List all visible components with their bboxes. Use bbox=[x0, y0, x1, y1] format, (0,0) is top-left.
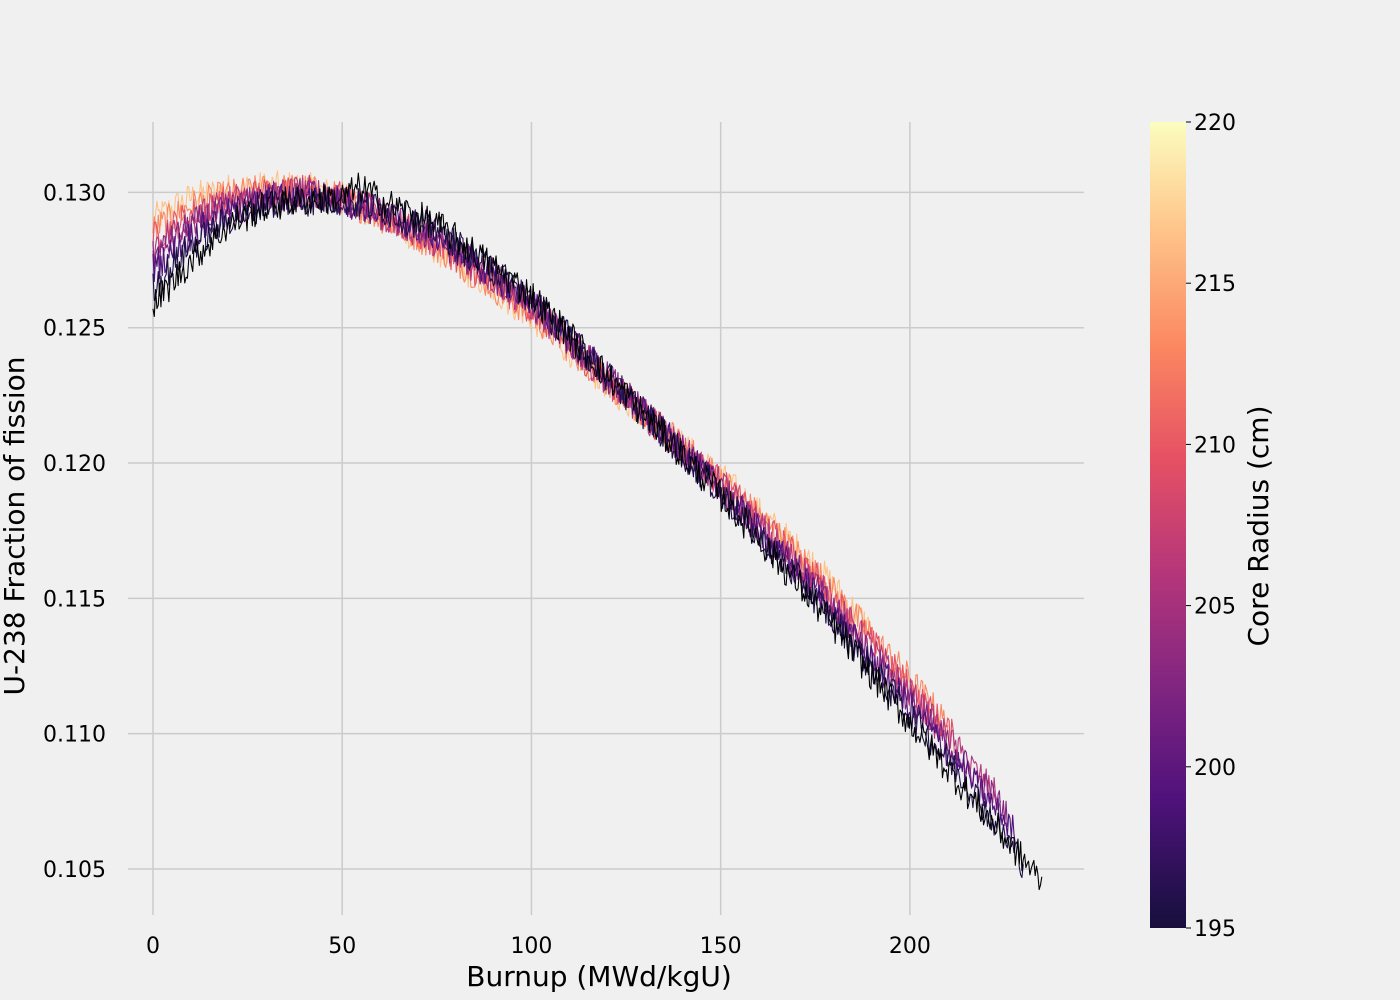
x-axis-label: Burnup (MWd/kgU) bbox=[466, 960, 732, 993]
colorbar-tick-label: 210 bbox=[1194, 433, 1236, 458]
series-line-r220 bbox=[152, 170, 872, 641]
y-tick-label: 0.125 bbox=[43, 317, 106, 342]
colorbar-tick-label: 195 bbox=[1194, 917, 1236, 942]
x-tick-label: 0 bbox=[146, 934, 160, 959]
grid bbox=[128, 122, 1084, 915]
colorbar-tick-label: 215 bbox=[1194, 272, 1236, 297]
colorbar-ticks: 195 200 205 210 215 220 bbox=[1186, 111, 1236, 942]
x-axis-ticks: 0 50 100 150 200 bbox=[146, 934, 931, 959]
colorbar-tick-label: 220 bbox=[1194, 111, 1236, 136]
series-line-r199 bbox=[152, 185, 1024, 879]
colorbar bbox=[1150, 122, 1186, 928]
y-axis-ticks: 0.105 0.110 0.115 0.120 0.125 0.130 bbox=[43, 181, 106, 883]
series-line-r195 bbox=[152, 172, 1043, 891]
series-line-r217 bbox=[152, 174, 949, 740]
series-line-r207 bbox=[152, 178, 1008, 828]
colorbar-tick-label: 200 bbox=[1194, 756, 1236, 781]
colorbar-label: Core Radius (cm) bbox=[1242, 405, 1275, 646]
series-line-r203 bbox=[152, 182, 1016, 845]
y-tick-label: 0.130 bbox=[43, 181, 106, 206]
x-tick-label: 100 bbox=[510, 934, 552, 959]
y-tick-label: 0.105 bbox=[43, 858, 106, 883]
series-line-r214 bbox=[152, 174, 955, 754]
colorbar-tick-label: 205 bbox=[1194, 595, 1236, 620]
x-tick-label: 200 bbox=[889, 934, 931, 959]
series-line-r211 bbox=[152, 174, 1002, 811]
y-tick-label: 0.110 bbox=[43, 723, 106, 748]
y-axis-label: U-238 Fraction of fission bbox=[0, 357, 31, 696]
y-tick-label: 0.120 bbox=[43, 452, 106, 477]
y-tick-label: 0.115 bbox=[43, 587, 106, 612]
x-tick-label: 150 bbox=[700, 934, 742, 959]
x-tick-label: 50 bbox=[328, 934, 356, 959]
series-layer bbox=[152, 170, 1043, 891]
